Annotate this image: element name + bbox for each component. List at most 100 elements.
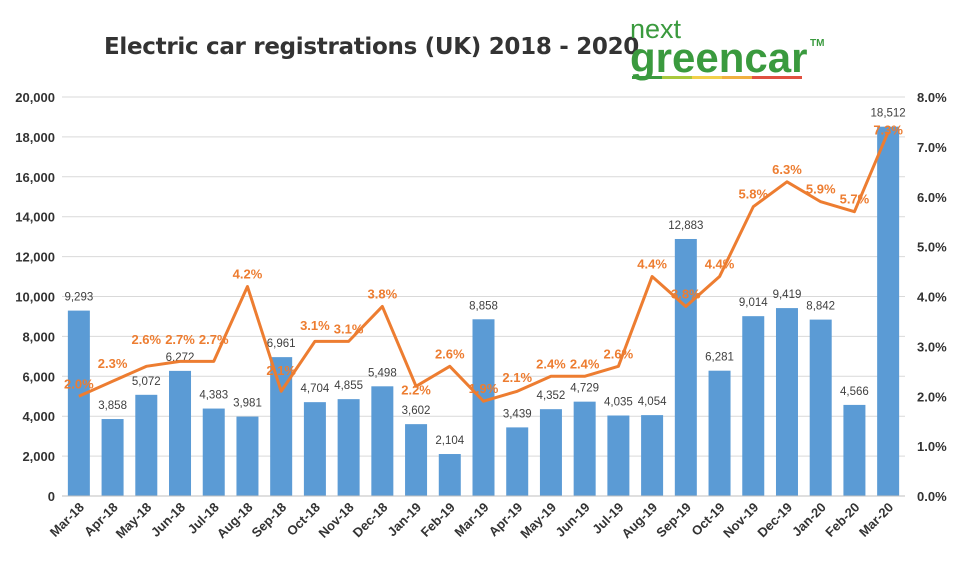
bar [573, 401, 596, 496]
line-data-label: 4.4% [705, 257, 735, 272]
bar [135, 394, 158, 496]
bar [270, 357, 293, 496]
bar-data-label: 4,383 [199, 390, 228, 402]
bar [101, 419, 124, 496]
y-tick-label: 10,000 [15, 290, 55, 305]
line-data-label: 2.6% [604, 346, 634, 361]
line-data-label: 5.9% [806, 182, 836, 197]
line-data-label: 5.7% [840, 192, 870, 207]
line-data-label: 2.1% [502, 370, 532, 385]
x-tick-label: Jun-18 [148, 500, 188, 540]
y2-tick-label: 2.0% [917, 389, 947, 404]
line-data-label: 3.8% [671, 286, 701, 301]
x-tick-label: Mar-18 [47, 500, 87, 540]
x-tick-label: Aug-19 [618, 500, 660, 542]
x-tick-label: Feb-20 [822, 500, 862, 540]
bar [809, 319, 832, 496]
y2-tick-label: 5.0% [917, 240, 947, 255]
y-tick-label: 18,000 [15, 130, 55, 145]
bar [303, 402, 326, 496]
y2-tick-label: 4.0% [917, 290, 947, 305]
bar [67, 310, 90, 496]
bar-data-label: 4,352 [537, 390, 566, 402]
line-data-label: 2.4% [536, 356, 566, 371]
bar [742, 316, 765, 496]
line-data-label: 7.3% [873, 123, 903, 138]
x-tick-label: Jun-19 [553, 500, 593, 540]
line-data-label: 2.1% [266, 363, 296, 378]
x-tick-label: Dec-18 [350, 500, 391, 541]
bar [337, 399, 360, 496]
x-tick-label: Nov-19 [720, 500, 761, 541]
y2-tick-label: 0.0% [917, 489, 947, 504]
bar-data-label: 8,842 [806, 301, 835, 313]
bar-data-label: 9,293 [64, 292, 93, 304]
line-data-label: 1.9% [469, 381, 499, 396]
bar [641, 415, 664, 496]
bar [405, 424, 428, 496]
x-tick-label: Jan-19 [384, 500, 424, 540]
svg-text:TM: TM [810, 38, 824, 49]
bar [371, 386, 394, 496]
bar [674, 238, 697, 497]
bar [472, 319, 495, 496]
bar-data-label: 9,419 [773, 289, 802, 301]
bar [877, 126, 900, 496]
bar [539, 409, 562, 496]
line-data-label: 4.4% [637, 257, 667, 272]
bar-data-label: 5,072 [132, 376, 161, 388]
bar [775, 308, 798, 496]
bar-data-label: 12,883 [668, 220, 703, 232]
line-series [78, 131, 890, 403]
y2-tick-label: 7.0% [917, 140, 947, 155]
line-data-label: 2.0% [64, 376, 94, 391]
y-tick-label: 20,000 [15, 90, 55, 105]
nextgreencar-logo: next greencar TM [630, 12, 830, 87]
bar-data-label: 6,281 [705, 352, 734, 364]
x-tick-label: Nov-18 [315, 500, 356, 541]
x-tick-label: Jan-20 [789, 500, 829, 540]
x-tick-label: May-18 [113, 500, 155, 542]
y-tick-label: 12,000 [15, 250, 55, 265]
x-tick-label: Mar-20 [856, 500, 896, 540]
bar-data-label: 9,014 [739, 297, 768, 309]
x-tick-label: Feb-19 [418, 500, 458, 540]
bar [236, 416, 259, 496]
bar-data-label: 3,602 [402, 405, 431, 417]
bar-data-label: 3,439 [503, 408, 532, 420]
line-data-label: 2.2% [401, 382, 431, 397]
line-data-label: 2.3% [98, 356, 128, 371]
y2-tick-label: 1.0% [917, 439, 947, 454]
logo-greencar: greencar [630, 34, 807, 81]
line-data-label: 6.3% [772, 162, 802, 177]
bar-data-label: 2,104 [435, 435, 464, 447]
bar-data-label: 8,858 [469, 300, 498, 312]
line-data-label: 3.8% [368, 286, 398, 301]
x-tick-label: Aug-18 [214, 500, 256, 542]
line-data-label: 4.2% [233, 267, 263, 282]
line-data-label: 2.7% [165, 332, 195, 347]
bar-data-label: 4,729 [570, 383, 599, 395]
y2-tick-label: 6.0% [917, 190, 947, 205]
bar [169, 370, 192, 496]
line-data-label: 2.7% [199, 332, 229, 347]
bar-data-label: 4,054 [638, 396, 667, 408]
x-tick-label: Sep-19 [653, 500, 694, 541]
y-tick-label: 14,000 [15, 210, 55, 225]
chart-title: Electric car registrations (UK) 2018 - 2… [104, 34, 640, 60]
bar [708, 370, 731, 496]
bar-data-label: 5,498 [368, 367, 397, 379]
bar [607, 415, 630, 496]
bar-data-label: 4,855 [334, 380, 363, 392]
bar-data-label: 18,512 [871, 108, 906, 120]
x-tick-label: Dec-19 [754, 500, 795, 541]
x-tick-label: Sep-18 [249, 500, 290, 541]
x-tick-label: May-19 [517, 500, 559, 542]
y-tick-label: 2,000 [22, 449, 55, 464]
line-data-label: 2.6% [435, 346, 465, 361]
y-tick-label: 16,000 [15, 170, 55, 185]
y2-tick-label: 8.0% [917, 90, 947, 105]
line-data-label: 3.1% [334, 321, 364, 336]
